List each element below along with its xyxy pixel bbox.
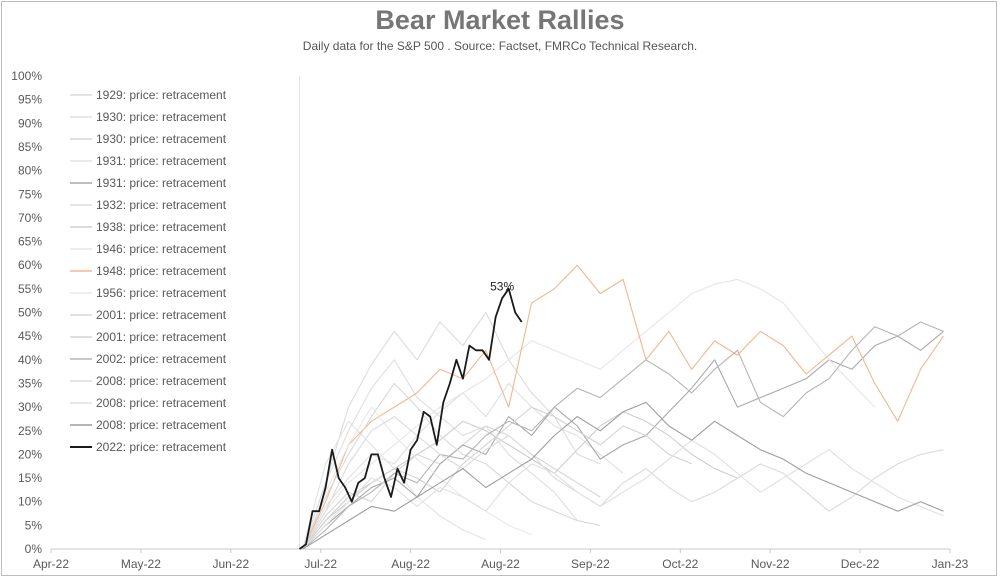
x-tick-label: Sep-22 (571, 557, 610, 571)
series-line (302, 439, 944, 550)
legend-label: 1929: price: retracement (96, 88, 227, 102)
series-line (302, 382, 601, 550)
y-tick-label: 5% (25, 518, 43, 532)
series-line (302, 330, 944, 550)
series-line (302, 411, 738, 550)
y-tick-label: 65% (18, 235, 42, 249)
x-tick-label: Jun-22 (212, 557, 249, 571)
y-tick-label: 25% (18, 424, 42, 438)
y-tick-label: 40% (18, 353, 42, 367)
legend-label: 1931: price: retracement (96, 176, 227, 190)
legend-label: 1930: price: retracement (96, 132, 227, 146)
series-line (302, 401, 944, 550)
y-tick-label: 100% (11, 69, 42, 83)
legend-label: 1938: price: retracement (96, 220, 227, 234)
y-tick-label: 35% (18, 376, 42, 390)
series-line (302, 359, 578, 550)
series-line (302, 278, 876, 550)
y-tick-label: 45% (18, 329, 42, 343)
x-tick-label: May-22 (121, 557, 161, 571)
y-tick-label: 15% (18, 471, 42, 485)
legend-label: 2008: price: retracement (96, 418, 227, 432)
legend-label: 2001: price: retracement (96, 330, 227, 344)
y-tick-label: 70% (18, 211, 42, 225)
x-tick-label: Dec-22 (841, 557, 880, 571)
legend-label: 1930: price: retracement (96, 110, 227, 124)
legend-label: 1946: price: retracement (96, 242, 227, 256)
series-line (302, 406, 532, 550)
legend-label: 1956: price: retracement (96, 286, 227, 300)
x-tick-label: Aug-22 (481, 557, 520, 571)
x-tick-label: Aug-22 (391, 557, 430, 571)
legend-label: 2002: price: retracement (96, 352, 227, 366)
y-tick-label: 90% (18, 116, 42, 130)
legend-label: 1932: price: retracement (96, 198, 227, 212)
annotation-label: 53% (490, 279, 514, 293)
legend-label: 2022: price: retracement (96, 440, 227, 454)
y-tick-label: 75% (18, 187, 42, 201)
series-line (298, 287, 523, 550)
legend-label: 2008: price: retracement (96, 374, 227, 388)
y-tick-label: 30% (18, 400, 42, 414)
y-tick-label: 55% (18, 282, 42, 296)
x-tick-label: Nov-22 (751, 557, 790, 571)
series-line (302, 406, 692, 550)
legend-label: 2001: price: retracement (96, 308, 227, 322)
series-line (302, 416, 944, 550)
series-line (302, 382, 624, 550)
legend-label: 1931: price: retracement (96, 154, 227, 168)
chart-title: Bear Market Rallies (375, 5, 625, 35)
y-tick-label: 60% (18, 258, 42, 272)
x-tick-label: Apr-22 (33, 557, 69, 571)
legend-label: 1948: price: retracement (96, 264, 227, 278)
y-tick-label: 20% (18, 447, 42, 461)
x-tick-label: Jan-23 (932, 557, 969, 571)
y-tick-label: 0% (25, 542, 43, 556)
chart-subtitle: Daily data for the S&P 500 . Source: Fac… (302, 39, 698, 53)
x-tick-label: Jul-22 (304, 557, 337, 571)
y-tick-label: 50% (18, 306, 42, 320)
y-tick-label: 95% (18, 93, 42, 107)
legend-label: 2008: price: retracement (96, 396, 227, 410)
series-line (302, 264, 944, 550)
series-line (302, 321, 944, 550)
x-tick-label: Oct-22 (662, 557, 698, 571)
y-tick-label: 80% (18, 164, 42, 178)
y-tick-label: 10% (18, 495, 42, 509)
y-tick-label: 85% (18, 140, 42, 154)
